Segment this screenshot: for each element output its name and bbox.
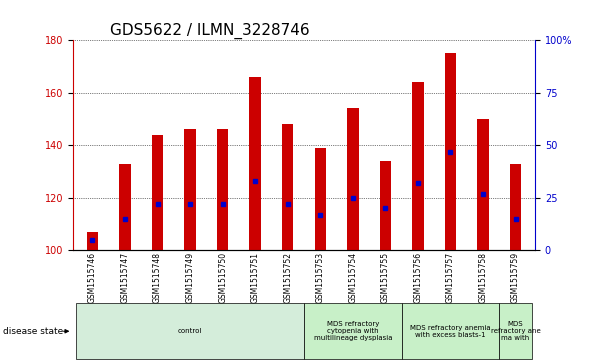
Text: disease state: disease state: [3, 327, 63, 336]
Bar: [119, 164, 131, 250]
Text: MDS
refractory ane
ma with: MDS refractory ane ma with: [491, 321, 541, 341]
Text: MDS refractory anemia
with excess blasts-1: MDS refractory anemia with excess blasts…: [410, 325, 491, 338]
Bar: [347, 108, 359, 250]
Text: MDS refractory
cytopenia with
multilineage dysplasia: MDS refractory cytopenia with multilinea…: [314, 321, 392, 341]
Bar: [477, 119, 489, 250]
Bar: [510, 164, 521, 250]
Bar: [217, 129, 229, 250]
Text: GDS5622 / ILMN_3228746: GDS5622 / ILMN_3228746: [110, 23, 309, 38]
Bar: [412, 82, 424, 250]
Bar: [87, 232, 98, 250]
Bar: [152, 135, 164, 250]
Text: control: control: [178, 328, 202, 334]
Bar: [282, 124, 294, 250]
Bar: [314, 148, 326, 250]
Bar: [379, 161, 391, 250]
Bar: [249, 77, 261, 250]
Bar: [444, 53, 456, 250]
Bar: [184, 129, 196, 250]
